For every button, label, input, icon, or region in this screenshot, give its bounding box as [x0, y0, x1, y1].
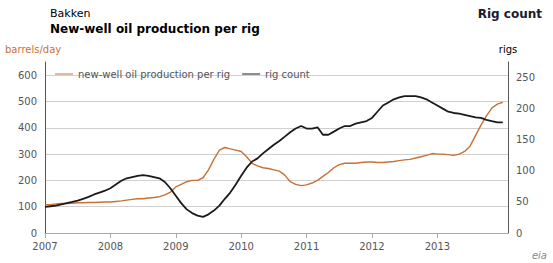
- svg-text:new-well oil production per ri: new-well oil production per rig: [78, 69, 230, 80]
- svg-text:100: 100: [18, 201, 37, 212]
- svg-text:200: 200: [516, 103, 535, 114]
- svg-text:600: 600: [18, 70, 37, 81]
- svg-text:150: 150: [516, 134, 535, 145]
- svg-text:2010: 2010: [228, 241, 253, 252]
- svg-text:200: 200: [18, 175, 37, 186]
- svg-text:Bakken: Bakken: [50, 7, 90, 20]
- svg-text:Rig count: Rig count: [478, 7, 543, 21]
- svg-text:rig count: rig count: [265, 69, 310, 80]
- svg-text:300: 300: [18, 149, 37, 160]
- svg-text:2008: 2008: [98, 241, 123, 252]
- svg-text:barrels/day: barrels/day: [5, 44, 61, 55]
- svg-text:400: 400: [18, 122, 37, 133]
- svg-text:250: 250: [516, 72, 535, 83]
- svg-text:eia: eia: [532, 250, 547, 261]
- svg-text:2007: 2007: [32, 241, 57, 252]
- svg-text:0: 0: [516, 228, 522, 239]
- svg-text:50: 50: [516, 196, 529, 207]
- svg-text:New-well oil production per ri: New-well oil production per rig: [50, 22, 260, 36]
- svg-text:0: 0: [31, 228, 37, 239]
- svg-text:2013: 2013: [425, 241, 450, 252]
- svg-text:2012: 2012: [359, 241, 384, 252]
- svg-text:rigs: rigs: [499, 44, 517, 55]
- svg-text:2011: 2011: [294, 241, 319, 252]
- svg-text:2009: 2009: [163, 241, 188, 252]
- svg-text:100: 100: [516, 165, 535, 176]
- svg-text:500: 500: [18, 96, 37, 107]
